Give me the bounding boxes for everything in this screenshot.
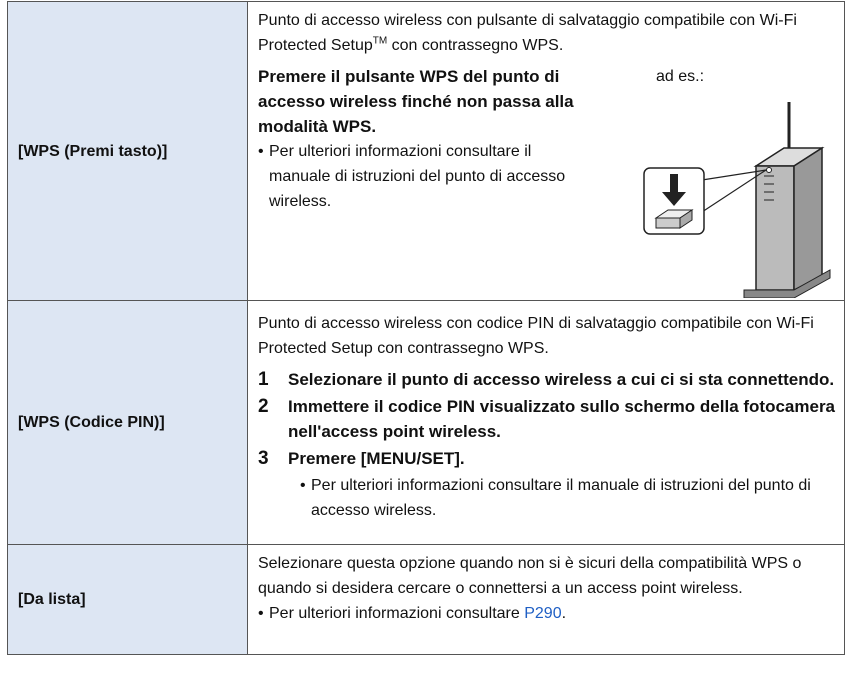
intro-text: Punto di accesso wireless con pulsante d… bbox=[258, 12, 797, 54]
example-label: ad es.: bbox=[656, 68, 705, 85]
step-text: Selezionare il punto di accesso wireless… bbox=[288, 370, 835, 389]
step-number: 1 bbox=[258, 369, 269, 390]
row-body: Punto di accesso wireless con codice PIN… bbox=[247, 300, 845, 545]
intro: Punto di accesso wireless con codice PIN… bbox=[258, 315, 814, 357]
row-label: [WPS (Codice PIN)] bbox=[7, 300, 248, 545]
row-label: [WPS (Premi tasto)] bbox=[7, 1, 248, 301]
intro-end: con contrassegno WPS. bbox=[387, 37, 564, 54]
router-illustration bbox=[643, 102, 831, 298]
step: 2 Immettere il codice PIN visualizzato su… bbox=[258, 394, 836, 444]
row-body: Selezionare questa opzione quando non si… bbox=[247, 544, 845, 655]
step-number: 3 bbox=[258, 448, 269, 469]
table-row: [WPS (Premi tasto)] Punto di accesso wir… bbox=[7, 1, 845, 301]
row-body: Punto di accesso wireless con pulsante d… bbox=[247, 1, 845, 301]
row-label: [Da lista] bbox=[7, 544, 248, 655]
bullet-text: Per ulteriori informazioni consultare bbox=[269, 605, 525, 622]
step-text: Immettere il codice PIN visualizzato sul… bbox=[288, 397, 836, 441]
settings-table: [WPS (Premi tasto)] Punto di accesso wir… bbox=[7, 1, 845, 655]
instruction-block: Premere il pulsante WPS del punto di acc… bbox=[258, 64, 588, 214]
page-link[interactable]: P290 bbox=[524, 605, 562, 622]
document: [WPS (Premi tasto)] Punto di accesso wir… bbox=[7, 1, 845, 655]
bullet-note: • Per ulteriori informazioni consultare i… bbox=[258, 473, 836, 523]
steps: 1 Selezionare il punto di accesso wireles… bbox=[258, 367, 836, 471]
step: 3 Premere [MENU/SET]. bbox=[258, 446, 836, 471]
bullet-text: Per ulteriori informazioni consultare il… bbox=[311, 477, 811, 519]
wps-section: Premere il pulsante WPS del punto di acc… bbox=[258, 64, 836, 298]
intro: Punto di accesso wireless con pulsante d… bbox=[258, 8, 836, 58]
step-number: 2 bbox=[258, 396, 269, 417]
step-text: Premere [MENU/SET]. bbox=[288, 449, 465, 468]
bullet-dot: • bbox=[300, 477, 306, 494]
table-row: [Da lista] Selezionare questa opzione qu… bbox=[7, 544, 845, 655]
intro: Selezionare questa opzione quando non si… bbox=[258, 555, 802, 597]
table-row: [WPS (Codice PIN)] Punto di accesso wire… bbox=[7, 300, 845, 545]
instruction: Premere il pulsante WPS del punto di acc… bbox=[258, 67, 574, 136]
step: 1 Selezionare il punto di accesso wireles… bbox=[258, 367, 836, 392]
trademark: TM bbox=[372, 35, 388, 47]
bullet-note: Per ulteriori informazioni consultare il… bbox=[258, 139, 594, 214]
bullet-end: . bbox=[561, 605, 567, 622]
bullet-note: Per ulteriori informazioni consultare P2… bbox=[258, 601, 836, 626]
